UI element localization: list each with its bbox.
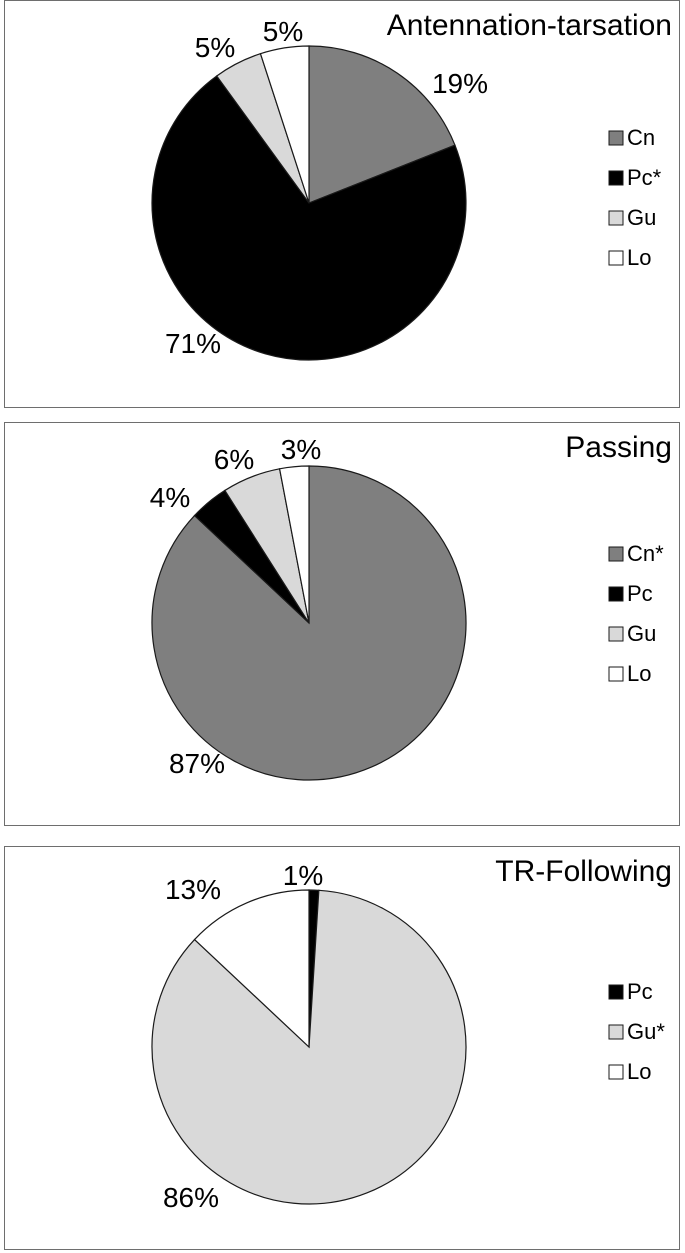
- legend-label: Pc: [627, 581, 653, 606]
- legend-swatch: [608, 546, 624, 562]
- legend-label: Cn: [627, 125, 655, 150]
- legend-swatch: [608, 586, 624, 602]
- slice-percent-label: 19%: [432, 68, 488, 99]
- legend-label: Lo: [627, 1059, 651, 1084]
- legend-swatch: [608, 250, 624, 266]
- pie-slice-lo: [278, 465, 310, 624]
- slice-percent-label: 5%: [263, 16, 303, 47]
- chart-title: Passing: [565, 431, 672, 464]
- legend-swatch: [608, 626, 624, 642]
- legend-label: Pc: [627, 979, 653, 1004]
- pie-chart-panel: TR-Following 1% 86% 13% Pc Gu* Lo: [4, 846, 680, 1250]
- pie-slice-lo: [259, 45, 310, 204]
- legend-label: Lo: [627, 245, 651, 270]
- slice-percent-label: 4%: [150, 482, 190, 513]
- chart-title: Antennation-tarsation: [387, 9, 672, 42]
- pie-chart-svg: TR-Following 1% 86% 13% Pc Gu* Lo: [151, 855, 672, 1213]
- legend-label: Lo: [627, 661, 651, 686]
- legend-label: Cn*: [627, 541, 664, 566]
- legend-swatch: [608, 130, 624, 146]
- pie-chart-panel: Antennation-tarsation 19% 71% 5% 5% Cn Pc* Gu…: [4, 0, 680, 408]
- slice-percent-label: 3%: [281, 434, 321, 465]
- slice-percent-label: 71%: [165, 328, 221, 359]
- pie-slice-pc: [151, 75, 467, 361]
- legend-label: Pc*: [627, 165, 662, 190]
- pie-slice-cn: [308, 45, 456, 204]
- legend-swatch: [608, 210, 624, 226]
- slice-percent-label: 1%: [283, 860, 323, 891]
- pie-slice-lo: [193, 889, 310, 1049]
- pie-chart-svg: Passing 87% 4% 6% 3% Cn* Pc Gu Lo: [150, 431, 672, 781]
- legend-swatch: [608, 666, 624, 682]
- pie-chart-svg: Antennation-tarsation 19% 71% 5% 5% Cn Pc* Gu…: [151, 9, 672, 361]
- slice-percent-label: 13%: [165, 874, 221, 905]
- legend-swatch: [608, 1064, 624, 1080]
- slice-percent-label: 6%: [214, 444, 254, 475]
- legend-label: Gu: [627, 205, 656, 230]
- slice-percent-label: 87%: [169, 748, 225, 779]
- slice-percent-label: 86%: [163, 1182, 219, 1213]
- legend-swatch: [608, 984, 624, 1000]
- chart-title: TR-Following: [495, 855, 672, 888]
- legend-swatch: [608, 170, 624, 186]
- slice-percent-label: 5%: [195, 32, 235, 63]
- legend-label: Gu: [627, 621, 656, 646]
- legend-swatch: [608, 1024, 624, 1040]
- legend-label: Gu*: [627, 1019, 665, 1044]
- pie-chart-panel: Passing 87% 4% 6% 3% Cn* Pc Gu Lo: [4, 422, 680, 826]
